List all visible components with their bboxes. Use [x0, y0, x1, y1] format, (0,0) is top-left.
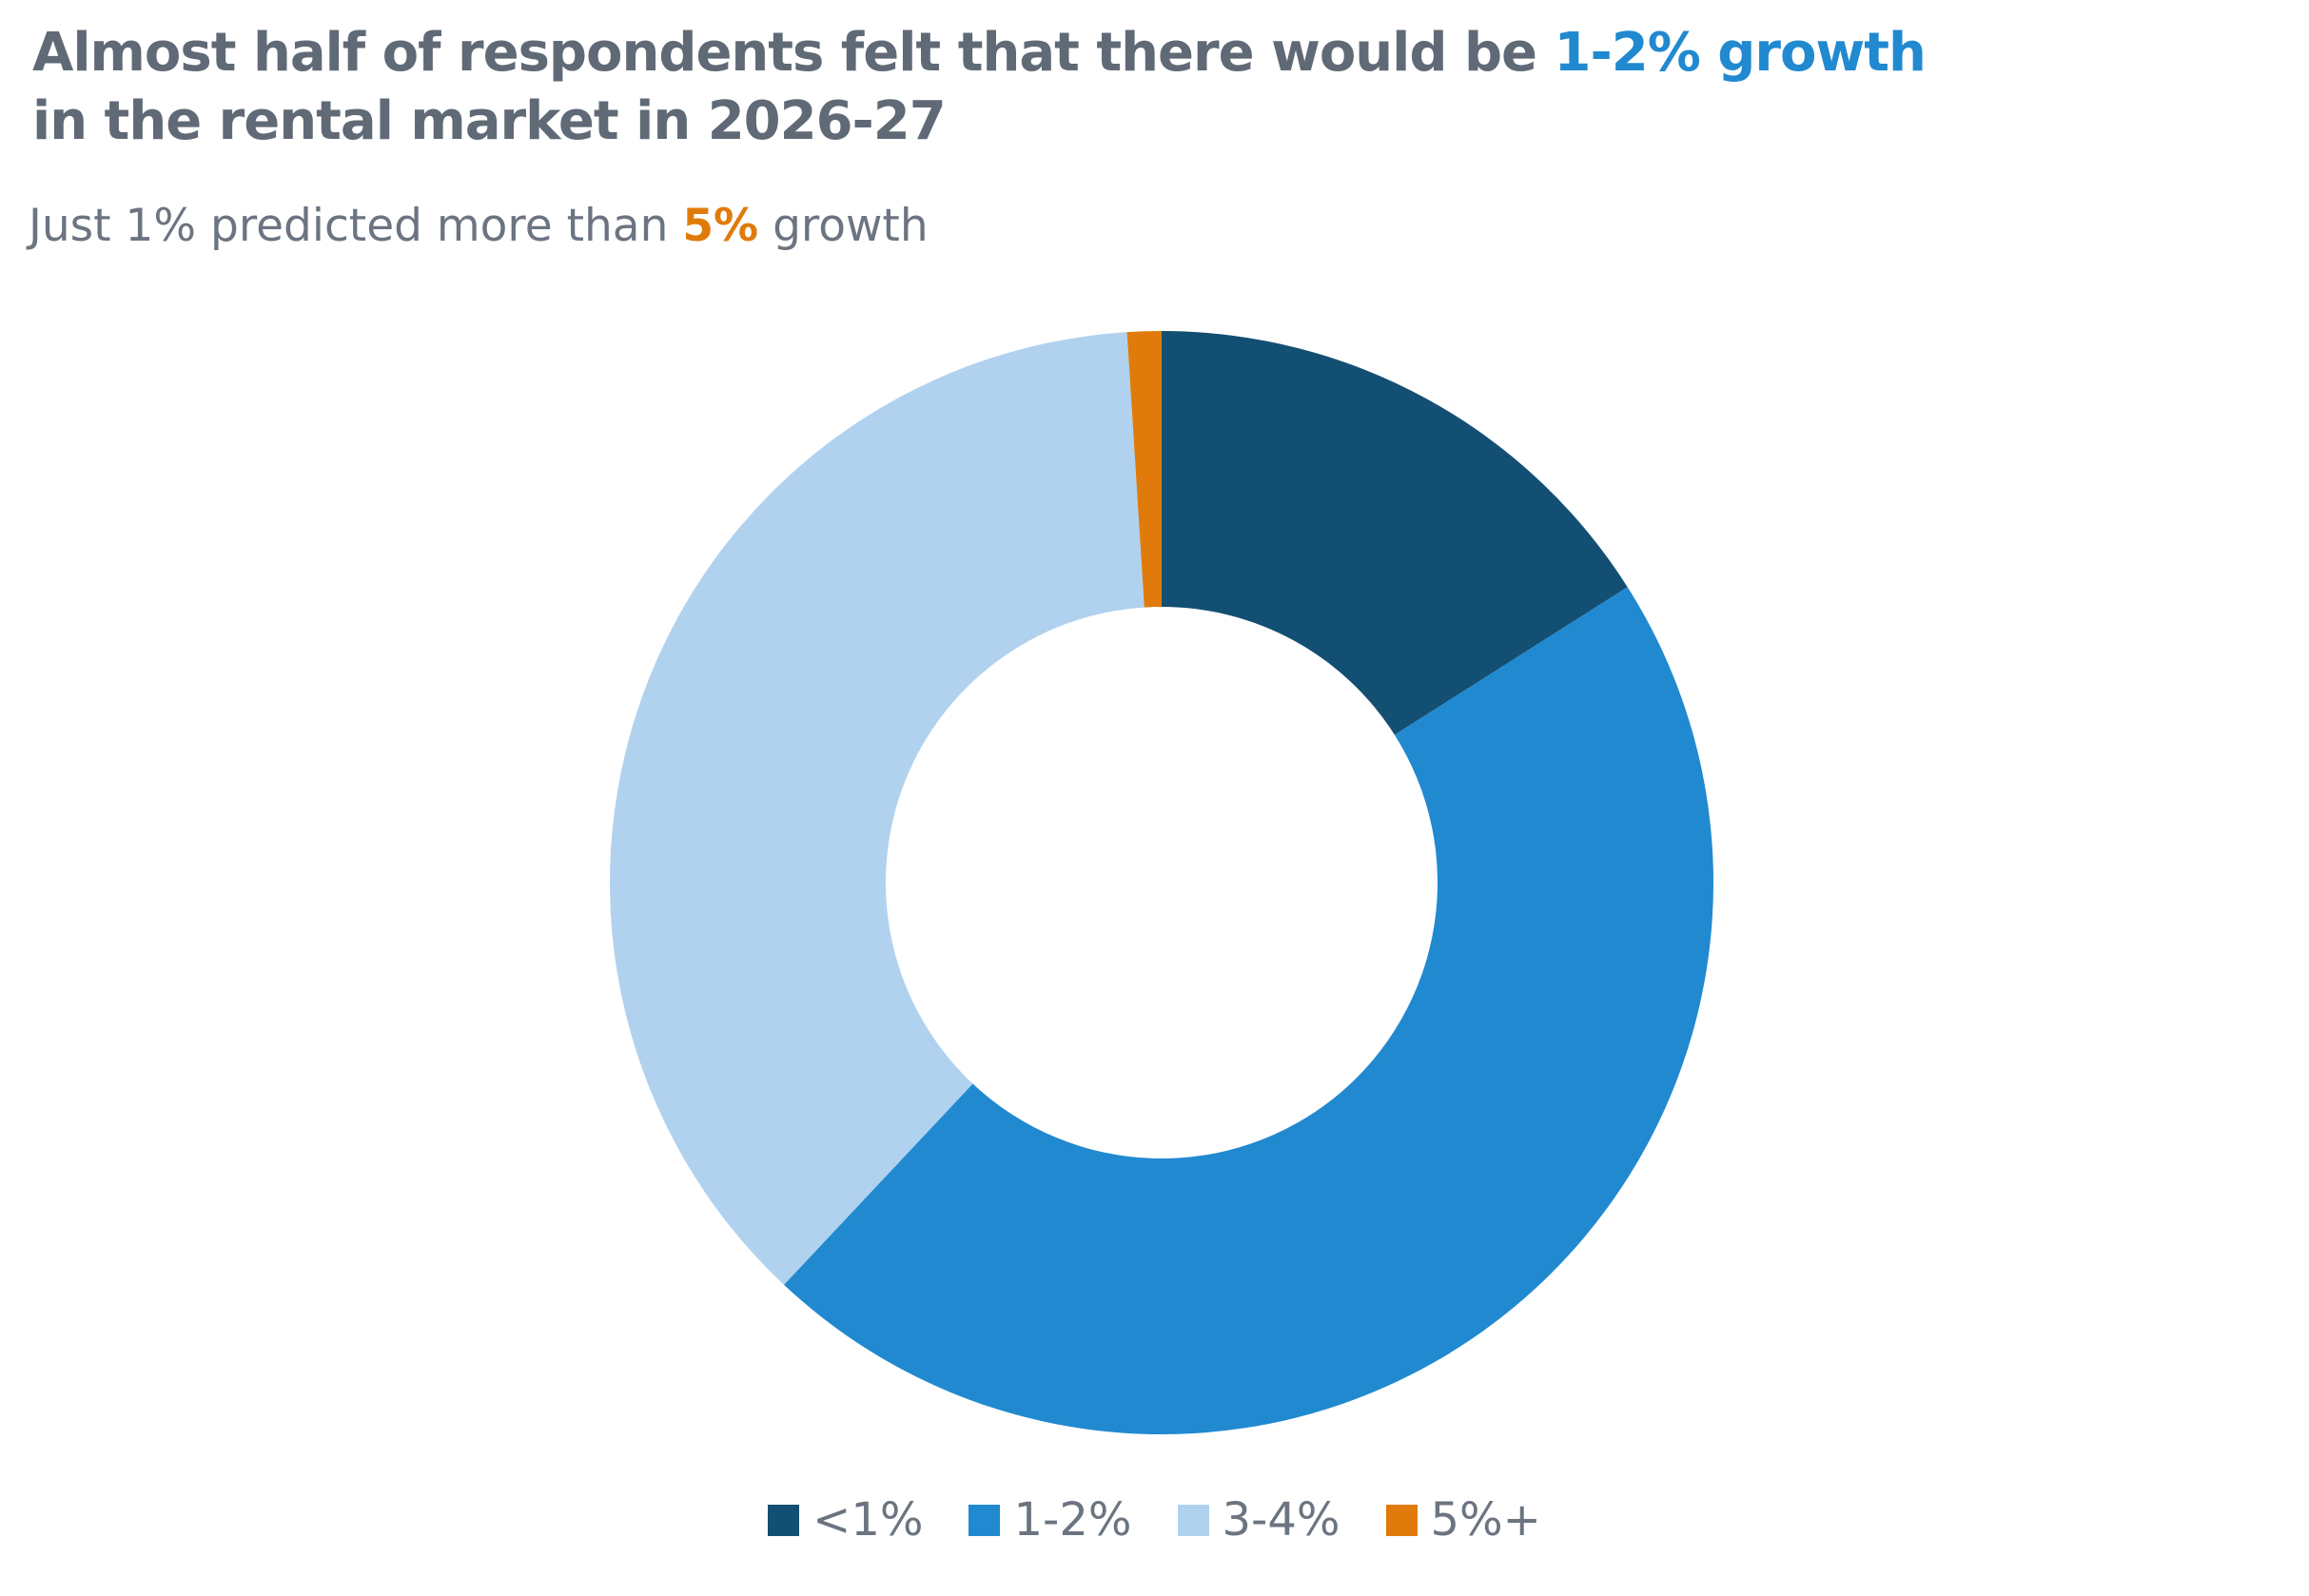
legend-swatch — [1177, 1504, 1209, 1536]
chart-legend: <1% 1-2% 3-4% 5%+ — [0, 1491, 2309, 1548]
legend-swatch — [969, 1504, 1001, 1536]
legend-label: 1-2% — [1013, 1493, 1132, 1547]
chart-title-highlight: 1-2% growth — [1554, 22, 1927, 84]
chart-title-part2: in the rental market in 2026-27 — [32, 90, 947, 152]
donut-slice-3 — [610, 332, 1145, 1285]
chart-subtitle-highlight: 5% — [682, 200, 759, 252]
legend-item: 5%+ — [1385, 1491, 1541, 1548]
chart-subtitle: Just 1% predicted more than 5% growth — [29, 198, 929, 255]
chart-subtitle-part2: growth — [758, 200, 929, 252]
legend-item: 3-4% — [1177, 1491, 1340, 1548]
legend-label: 5%+ — [1430, 1493, 1541, 1547]
legend-item: 1-2% — [969, 1491, 1132, 1548]
legend-label: <1% — [812, 1493, 924, 1547]
chart-subtitle-part1: Just 1% predicted more than — [29, 200, 683, 252]
legend-swatch — [1385, 1504, 1418, 1536]
donut-slice-4 — [1126, 331, 1162, 608]
donut-slice-2 — [783, 587, 1713, 1434]
legend-item: <1% — [768, 1491, 923, 1548]
legend-label: 3-4% — [1222, 1493, 1340, 1547]
chart-title: Almost half of respondents felt that the… — [32, 19, 1927, 156]
chart-title-part1: Almost half of respondents felt that the… — [32, 22, 1555, 84]
legend-swatch — [768, 1504, 800, 1536]
donut-slice-1 — [1162, 331, 1628, 735]
